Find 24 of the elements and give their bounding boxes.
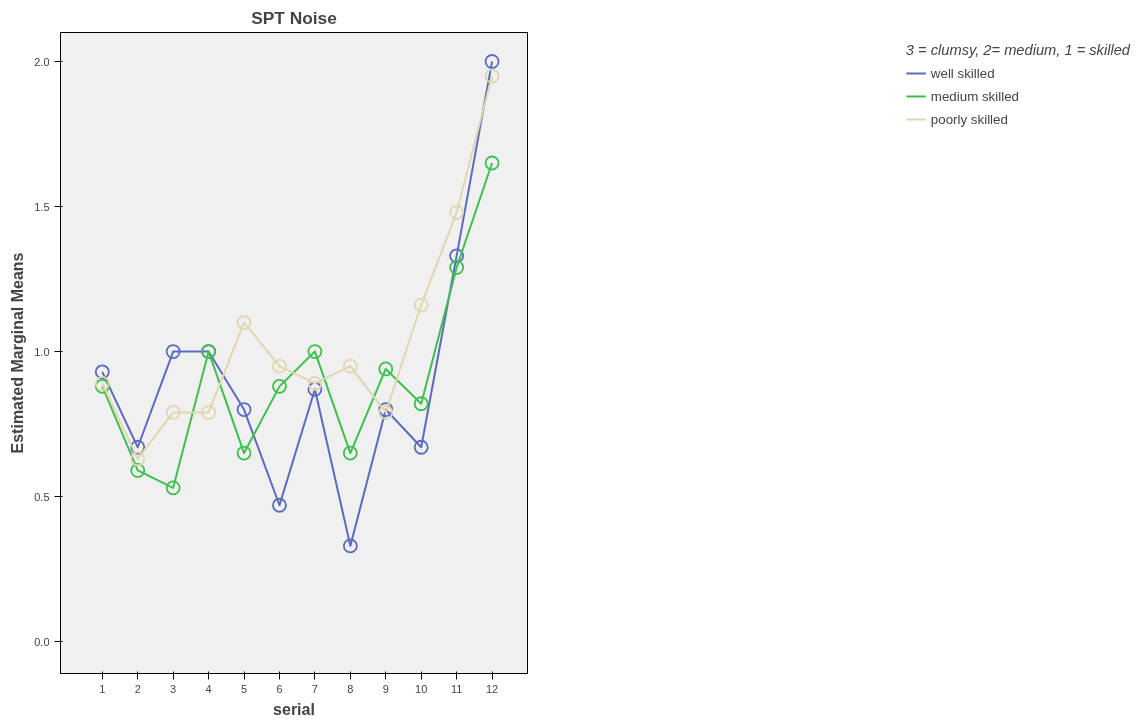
chart-title: SPT Noise xyxy=(251,7,338,28)
x-tick-label: 2 xyxy=(134,682,141,695)
x-tick-label: 12 xyxy=(485,682,499,695)
x-tick-label: 6 xyxy=(276,682,283,695)
legend-title: 3 = clumsy, 2= medium, 1 = skilled xyxy=(905,42,1130,58)
legend-label: poorly skilled xyxy=(930,111,1008,127)
x-axis-title: serial xyxy=(273,700,315,718)
y-axis-title: Estimated Marginal Means xyxy=(9,252,27,454)
y-tick-label: 2.0 xyxy=(34,55,50,68)
x-tick-label: 3 xyxy=(170,682,177,695)
x-tick-label: 8 xyxy=(347,682,354,695)
x-tick-label: 10 xyxy=(415,682,428,695)
y-tick-label: 0.5 xyxy=(34,490,50,503)
legend-label: well skilled xyxy=(930,65,995,81)
x-tick-label: 1 xyxy=(99,682,106,695)
x-tick-label: 11 xyxy=(450,682,463,695)
legend-label: medium skilled xyxy=(930,88,1019,104)
x-tick-label: 4 xyxy=(205,682,212,695)
y-tick-label: 1.5 xyxy=(34,200,50,213)
y-tick-label: 0.0 xyxy=(34,635,50,648)
x-tick-label: 5 xyxy=(240,682,248,695)
y-tick-label: 1.0 xyxy=(34,345,50,358)
x-tick-label: 9 xyxy=(382,682,389,695)
x-tick-label: 7 xyxy=(311,682,318,695)
